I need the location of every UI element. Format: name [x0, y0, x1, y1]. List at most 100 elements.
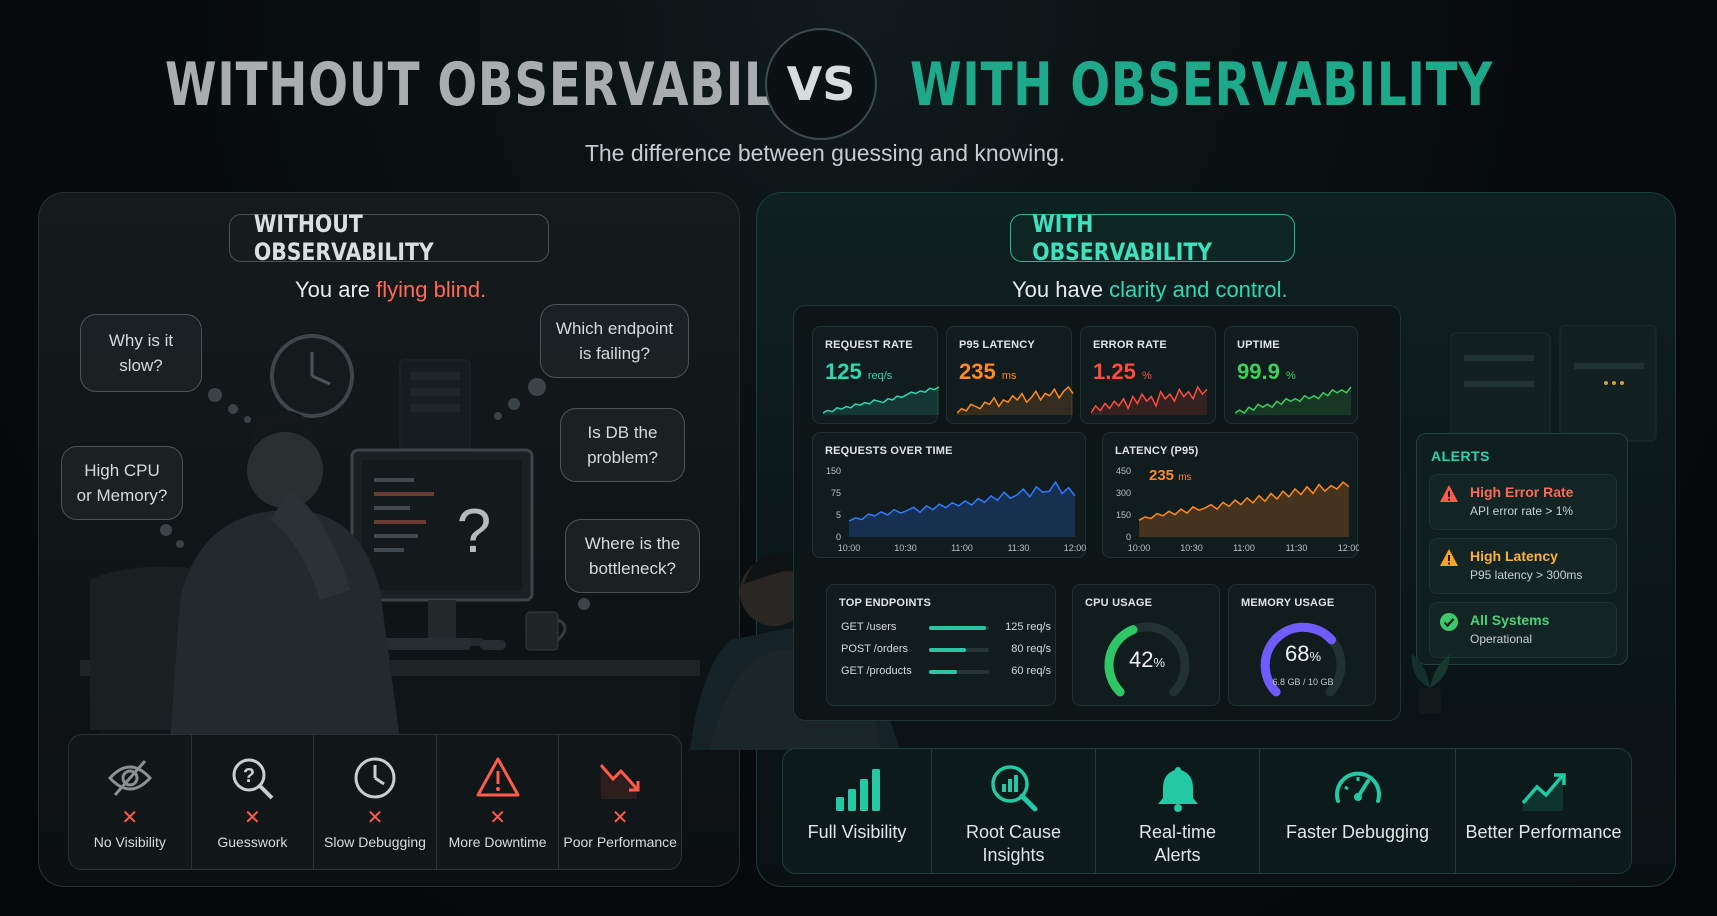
sparkline-line [1235, 386, 1352, 414]
alert-all-systems[interactable]: All Systems Operational [1429, 602, 1617, 658]
card-title: CPU USAGE [1085, 597, 1153, 609]
title-without-observability: WITHOUT OBSERVABILITY [165, 50, 861, 120]
sparkline-uptime [1235, 386, 1352, 415]
svg-text:?: ? [243, 765, 255, 787]
cpu-value: 42% [1128, 647, 1166, 672]
kpi-value: 125 req/s [825, 359, 893, 384]
kpi-uptime[interactable]: UPTIME 99.9 % [1224, 326, 1358, 424]
kpi-p95-latency[interactable]: P95 LATENCY 235 ms [946, 326, 1074, 424]
left-tagline: You are flying blind. [295, 277, 486, 303]
alerts-panel: ALERTS High Error Rate API error rate > … [1416, 433, 1628, 665]
chart-title: LATENCY (P95) [1115, 445, 1199, 457]
speedometer-icon [1334, 771, 1381, 803]
alert-subtitle: P95 latency > 300ms [1470, 568, 1583, 582]
feature-guesswork: ? ✕ Guesswork [190, 735, 314, 869]
kpi-value: 235 ms [959, 359, 1017, 384]
monitor-question-mark: ? [457, 497, 491, 566]
with-features-bar: Full Visibility Root Cause Insights Real-… [782, 748, 1632, 874]
alert-high-error-rate[interactable]: High Error Rate API error rate > 1% [1429, 474, 1617, 530]
card-title: TOP ENDPOINTS [839, 597, 932, 609]
card-title: MEMORY USAGE [1241, 597, 1335, 609]
left-tagline-prefix: You are [295, 277, 377, 302]
x-tick-label: 12:00 [1338, 543, 1359, 553]
alert-high-latency[interactable]: High Latency P95 latency > 300ms [1429, 538, 1617, 594]
latency-line-chart: 450 300 150 010:00 10:30 11:00 11:30 12:00 [1116, 466, 1359, 553]
bubble-high-cpu: High CPU or Memory? [61, 446, 183, 520]
top-endpoints-card[interactable]: TOP ENDPOINTS GET /users 125 req/s POST … [826, 584, 1056, 706]
series-area [1139, 482, 1349, 537]
observability-dashboard: REQUEST RATE 125 req/s P95 LATENCY 235 m… [793, 305, 1401, 721]
thought-dot [208, 388, 222, 402]
series-line [848, 480, 1076, 522]
kpi-label: ERROR RATE [1093, 339, 1167, 351]
series-line [1138, 481, 1350, 521]
cpu-usage-card[interactable]: CPU USAGE 42% [1072, 584, 1220, 706]
warning-icon [1440, 549, 1458, 566]
chart-requests-over-time[interactable]: REQUESTS OVER TIME 150 75 5 0 10:00 10:30 11:0… [812, 432, 1086, 558]
y-tick-label: 5 [836, 510, 841, 520]
requests-line-chart: 150 75 5 010:00 10:30 11:00 11:30 12:00 [826, 466, 1086, 553]
bubble-is-db: Is DB the problem? [560, 408, 685, 482]
endpoint-bar-track [929, 626, 989, 630]
endpoint-row[interactable]: GET /products 60 req/s [841, 663, 1051, 683]
warning-icon [1440, 485, 1458, 502]
feature-label: Faster Debugging [1285, 822, 1430, 842]
feature-no-visibility: ✕ No Visibility [69, 735, 191, 869]
thought-dot [228, 404, 238, 414]
without-pill-label: WITHOUT OBSERVABILITY [253, 210, 434, 266]
kpi-value: 99.9 % [1237, 359, 1296, 384]
right-tagline-highlight: clarity and control. [1109, 277, 1288, 302]
y-tick-label: 150 [1116, 510, 1131, 520]
kpi-value: 1.25 % [1093, 359, 1152, 384]
sparkline-line [823, 386, 940, 414]
y-tick-label: 75 [831, 488, 841, 498]
feature-better-performance: Better Performance [1455, 749, 1631, 873]
sparkline-area [1091, 387, 1207, 415]
kpi-request-rate[interactable]: REQUEST RATE 125 req/s [812, 326, 940, 424]
bar-chart-icon [836, 769, 880, 811]
thought-dot [160, 524, 172, 536]
endpoint-row[interactable]: POST /orders 80 req/s [841, 641, 1051, 661]
x-tick-label: 11:00 [951, 543, 973, 553]
feature-label: Guesswork [217, 834, 288, 850]
feature-more-downtime: ✕ More Downtime [435, 735, 559, 869]
feature-realtime-alerts: Real-time Alerts [1095, 749, 1259, 873]
endpoint-value: 80 req/s [1011, 643, 1051, 655]
bell-icon [1157, 767, 1198, 812]
chart-latency-p95[interactable]: LATENCY (P95) 235 ms 450 300 150 0 10:00 10:3… [1102, 432, 1359, 558]
feature-label: Full Visibility [807, 822, 907, 842]
kpi-label: REQUEST RATE [825, 339, 913, 351]
cpu-gauge [1104, 622, 1190, 697]
feature-faster-debugging: Faster Debugging [1259, 749, 1455, 873]
stressed-developer-illustration: ? [80, 334, 700, 740]
endpoint-bar-track [929, 670, 989, 674]
kpi-error-rate[interactable]: ERROR RATE 1.25 % [1080, 326, 1216, 424]
sparkline-line [1091, 385, 1208, 414]
left-tagline-highlight: flying blind. [376, 277, 487, 302]
stressed-person-silhouette [170, 410, 400, 740]
endpoint-row[interactable]: GET /users 125 req/s [841, 619, 1051, 639]
feature-label: Better Performance [1465, 822, 1622, 842]
feature-label: Root Cause Insights [965, 822, 1062, 865]
feature-root-cause: Root Cause Insights [931, 749, 1095, 873]
y-tick-label: 300 [1116, 488, 1131, 498]
endpoint-bar-fill [929, 626, 986, 630]
endpoint-bar-fill [929, 670, 958, 674]
sparkline-area [1235, 387, 1351, 415]
coffee-mug-icon [525, 611, 567, 651]
sparkline-line [957, 385, 1074, 414]
x-mark: ✕ [611, 807, 629, 829]
bubble-bottleneck: Where is the bottleneck? [565, 519, 700, 593]
feature-label: Slow Debugging [324, 834, 426, 850]
memory-usage-card[interactable]: MEMORY USAGE 68% 6.8 GB / 10 GB [1228, 584, 1376, 706]
thought-dot [176, 540, 184, 548]
eye-off-icon [107, 760, 152, 796]
without-pill: WITHOUT OBSERVABILITY [229, 210, 549, 266]
magnify-chart-icon [990, 765, 1037, 812]
without-features-bar: ✕ No Visibility ? ✕ Guesswork ✕ Slow Deb… [68, 734, 682, 870]
x-tick-label: 11:30 [1008, 543, 1030, 553]
right-tagline-prefix: You have [1012, 277, 1110, 302]
bubble-why-slow: Why is it slow? [80, 314, 202, 392]
wall-clock-icon [270, 334, 354, 418]
plant-icon [1411, 654, 1450, 714]
